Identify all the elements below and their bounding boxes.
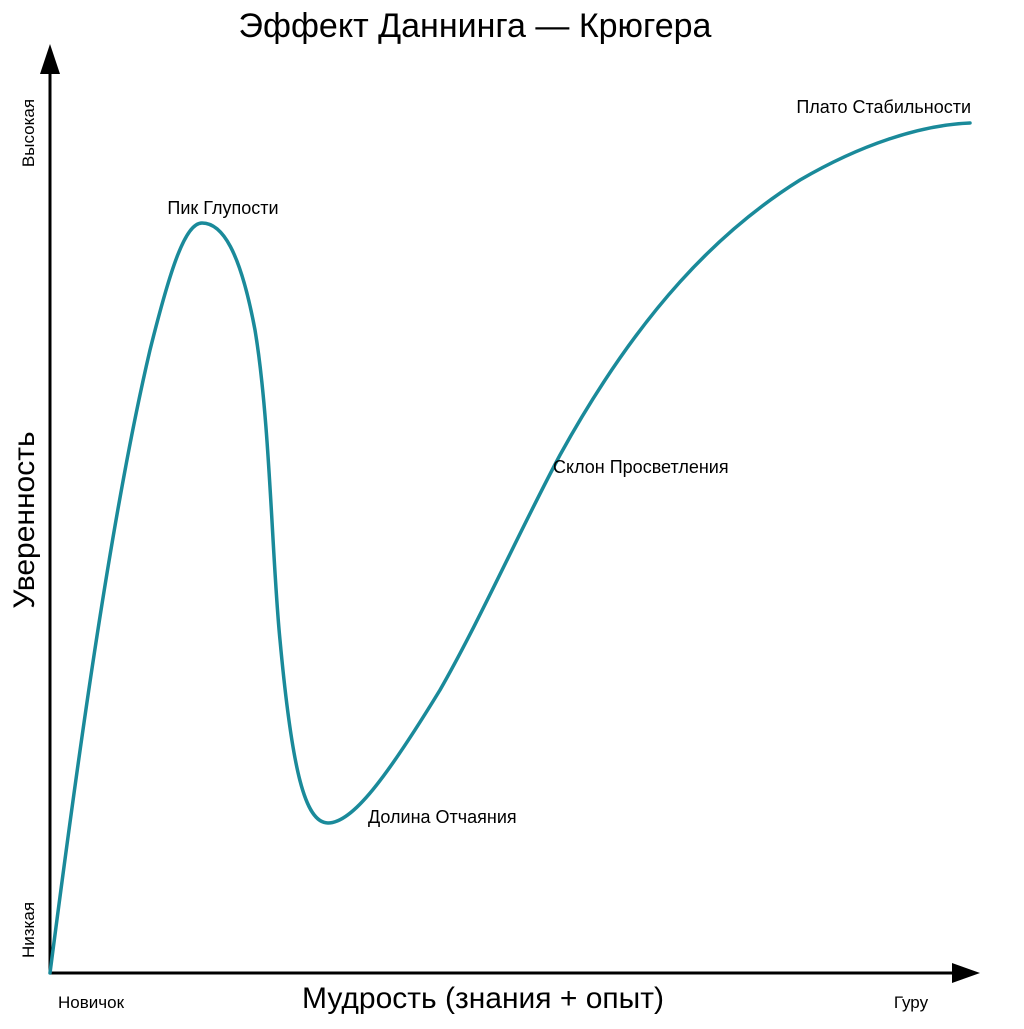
y-axis-arrow [40, 44, 60, 74]
stage-label-slope: Склон Просветления [553, 457, 729, 477]
diagram-title: Эффект Даннинга — Крюгера [239, 7, 712, 45]
x-axis-arrow [952, 963, 980, 983]
stage-label-valley: Долина Отчаяния [368, 807, 517, 827]
stage-label-peak: Пик Глупости [167, 198, 278, 218]
y-axis-title: Уверенность [8, 431, 41, 608]
stage-label-plateau: Плато Стабильности [796, 97, 971, 117]
y-low-label: Низкая [19, 902, 38, 958]
confidence-curve [48, 121, 972, 975]
x-end-label: Гуру [894, 993, 929, 1012]
x-axis-title: Мудрость (знания + опыт) [302, 982, 664, 1015]
x-start-label: Новичок [58, 993, 125, 1012]
y-high-label: Высокая [19, 99, 38, 167]
